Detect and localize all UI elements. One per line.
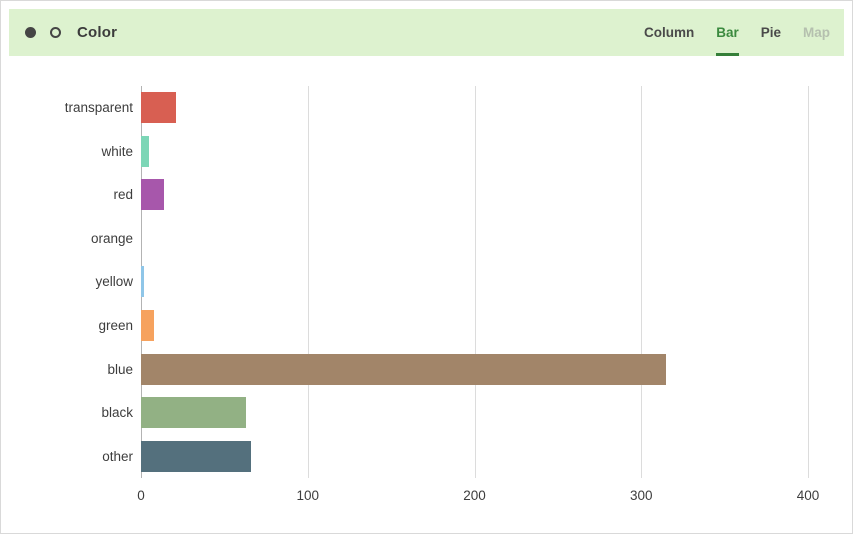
- bar-yellow[interactable]: [141, 266, 145, 298]
- bar-black[interactable]: [141, 397, 247, 429]
- bar-row-blue: [141, 347, 808, 391]
- category-label-red: red: [113, 187, 133, 203]
- tab-pie[interactable]: Pie: [760, 25, 781, 40]
- gridline-300: [641, 86, 643, 478]
- chart-title: Color: [77, 24, 118, 41]
- bar-row-white: [141, 130, 808, 174]
- bar-row-green: [141, 304, 808, 348]
- hollow-dot-icon: [50, 27, 61, 38]
- card-header: Color Column Bar Pie Map: [9, 9, 844, 56]
- x-tick-label-0: 0: [137, 488, 145, 503]
- x-tick-label-200: 200: [463, 488, 486, 503]
- bar-blue[interactable]: [141, 353, 667, 385]
- bar-row-red: [141, 173, 808, 217]
- x-tick-label-400: 400: [796, 488, 820, 503]
- bar-row-orange: [141, 217, 808, 261]
- x-tick-label-100: 100: [296, 488, 320, 503]
- category-label-orange: orange: [90, 230, 133, 246]
- category-label-transparent: transparent: [64, 100, 133, 116]
- header-left: Color: [25, 9, 117, 56]
- category-label-white: white: [101, 143, 133, 159]
- plot-area: [141, 86, 809, 478]
- category-labels: transparent white red orange yellow green blue…: [1, 86, 133, 478]
- chart-type-tabs: Column Bar Pie Map: [644, 9, 830, 56]
- gridline-400: [808, 86, 809, 478]
- tab-column[interactable]: Column: [643, 25, 695, 40]
- gridline-100: [307, 86, 309, 478]
- bar-red[interactable]: [141, 179, 165, 211]
- bar-other[interactable]: [141, 440, 252, 472]
- bar-row-other: [141, 434, 808, 478]
- bar-white[interactable]: [141, 135, 150, 167]
- bar-green[interactable]: [141, 310, 155, 341]
- x-axis: 0 100 200 300 400: [137, 486, 819, 506]
- category-label-yellow: yellow: [95, 274, 133, 290]
- bar-row-black: [141, 391, 808, 435]
- category-label-black: black: [101, 405, 133, 421]
- bar-row-yellow: [141, 260, 808, 304]
- tab-bar[interactable]: Bar: [716, 9, 739, 56]
- bar-rows: [141, 86, 808, 478]
- filled-dot-icon: [25, 27, 36, 38]
- category-label-green: green: [98, 318, 133, 333]
- tab-map: Map: [803, 25, 830, 40]
- category-label-other: other: [102, 448, 133, 464]
- category-label-blue: blue: [107, 361, 133, 377]
- bar-transparent[interactable]: [141, 92, 177, 124]
- bar-row-transparent: [141, 86, 808, 130]
- gridline-200: [474, 86, 476, 478]
- x-tick-label-300: 300: [629, 488, 653, 503]
